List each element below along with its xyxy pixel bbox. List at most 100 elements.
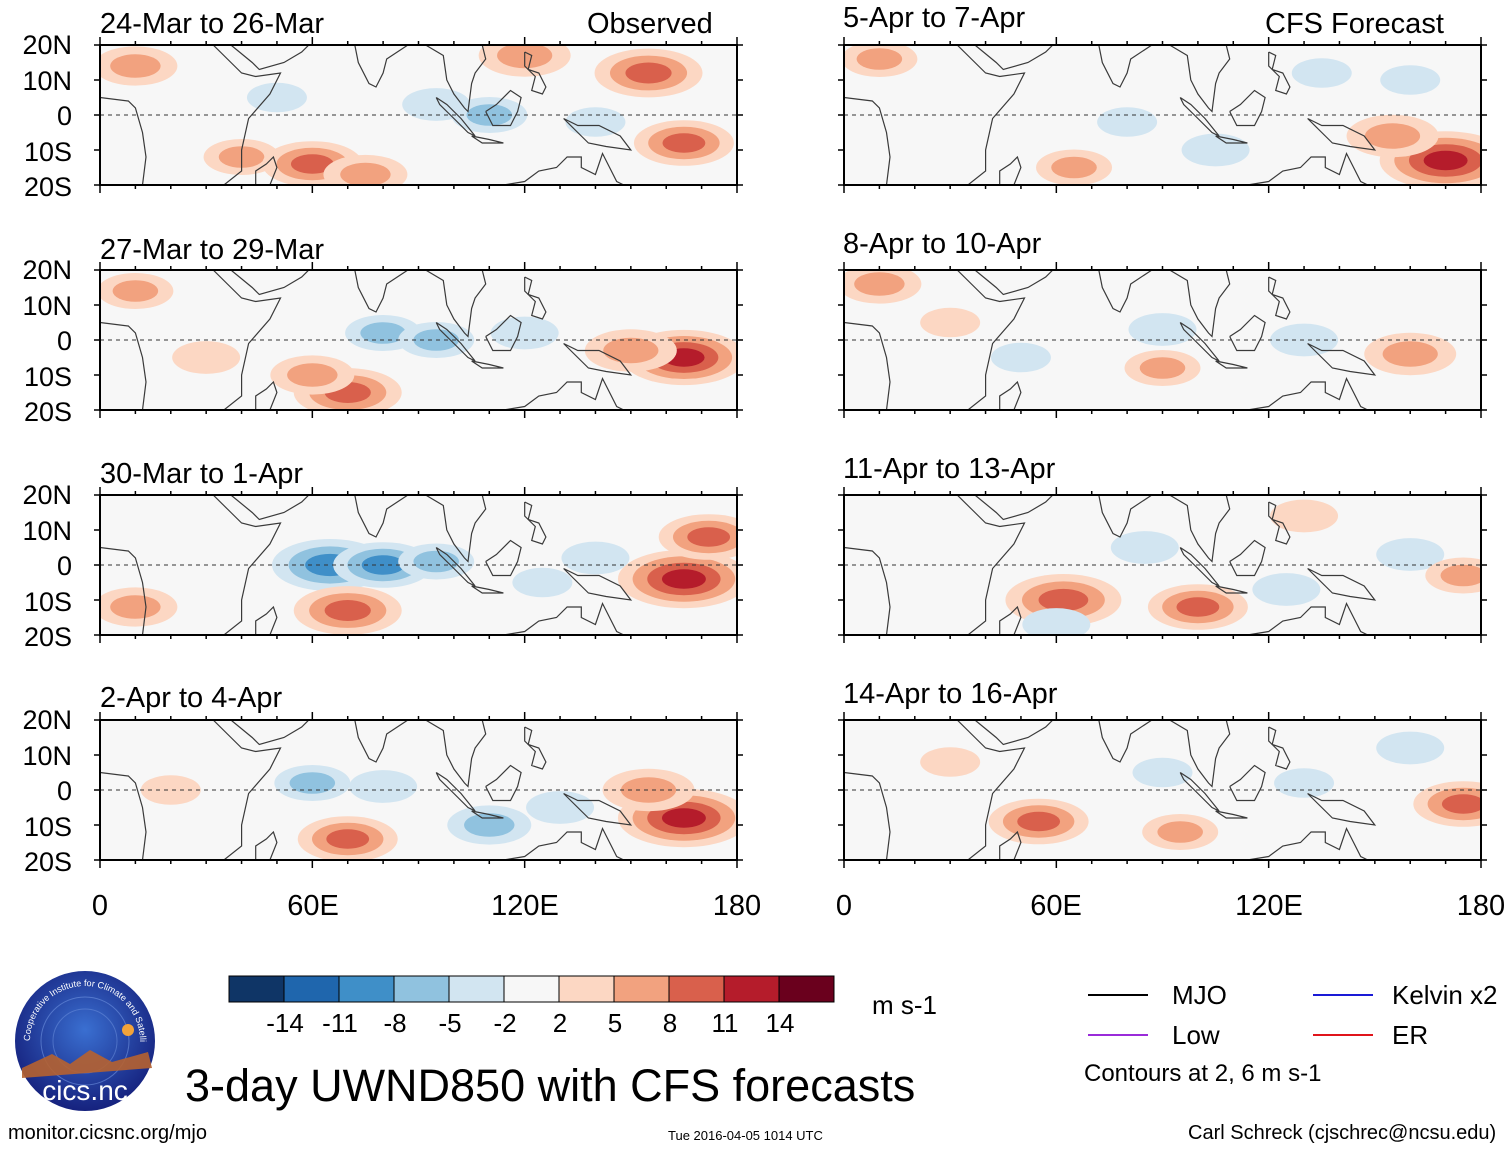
- coastline: [563, 567, 633, 601]
- coastline: [1084, 45, 1153, 88]
- panel-title: 2-Apr to 4-Apr: [100, 682, 283, 714]
- coastline: [1215, 585, 1248, 594]
- anomaly-shade: [856, 48, 903, 70]
- coastline: [435, 96, 476, 137]
- coastline: [255, 605, 278, 635]
- anomaly-shade: [172, 341, 241, 374]
- anomaly-shade: [1051, 156, 1097, 179]
- lat-label: 20N: [22, 705, 72, 735]
- panel-title: 24-Mar to 26-Mar: [100, 8, 325, 40]
- anomaly-shade: [526, 791, 595, 824]
- anomaly-shade: [112, 280, 159, 302]
- map-panel: [844, 720, 1481, 860]
- coastline: [844, 96, 891, 185]
- lat-label: 20N: [22, 480, 72, 510]
- anomaly-shade: [1022, 608, 1091, 635]
- map-panel: [100, 270, 737, 410]
- lon-label: 0: [91, 890, 109, 922]
- footer-author: Carl Schreck (cjschrec@ncsu.edu): [1188, 1122, 1497, 1144]
- coastline: [425, 45, 487, 113]
- colorbar-swatch: [723, 975, 780, 1003]
- colorbar-tick: -5: [438, 1008, 462, 1038]
- colorbar-swatch: [558, 975, 615, 1003]
- coastline: [524, 51, 547, 95]
- lat-label: 20S: [23, 397, 72, 427]
- anomaly-shade: [1382, 341, 1438, 367]
- anomaly-shade: [661, 569, 706, 589]
- coastline: [471, 135, 504, 144]
- legend-label-kelvin: Kelvin x2: [1392, 980, 1498, 1010]
- coastline: [503, 376, 625, 410]
- coastline: [1229, 89, 1266, 127]
- anomaly-shade: [1097, 107, 1158, 137]
- map-panel: [844, 495, 1481, 635]
- legend-label-mjo: MJO: [1172, 980, 1227, 1010]
- anomaly-shade: [464, 813, 515, 837]
- coastline: [100, 45, 282, 185]
- coastline: [1215, 360, 1248, 369]
- panel-title: 5-Apr to 7-Apr: [843, 2, 1026, 34]
- coastline: [1169, 720, 1231, 788]
- coastline: [435, 321, 476, 362]
- coastline: [999, 830, 1022, 860]
- anomaly-shade: [920, 307, 981, 338]
- coastline: [1215, 135, 1248, 144]
- coastline: [1268, 276, 1291, 320]
- lon-label: 60E: [1030, 890, 1082, 922]
- map-panel: [100, 720, 737, 860]
- lon-label: 60E: [287, 890, 339, 922]
- anomaly-shade: [326, 829, 370, 849]
- coastline: [844, 771, 891, 860]
- anomaly-shade: [110, 595, 161, 619]
- anomaly-shade: [1157, 821, 1203, 843]
- colorbar-swatch: [448, 975, 505, 1003]
- anomaly-shade: [512, 567, 573, 598]
- coastline: [1229, 314, 1266, 352]
- anomaly-shade: [662, 133, 706, 153]
- coastline: [435, 546, 476, 587]
- lat-label: 0: [56, 101, 72, 131]
- anomaly-shade: [1017, 811, 1061, 832]
- panel-title: 14-Apr to 16-Apr: [843, 678, 1058, 710]
- lat-label: 20S: [23, 847, 72, 877]
- coastline: [1084, 720, 1153, 763]
- lat-label: 20S: [23, 622, 72, 652]
- lon-label: 120E: [491, 890, 559, 922]
- coastline: [1247, 826, 1369, 860]
- coastline: [485, 89, 522, 127]
- anomaly-shade: [1376, 538, 1445, 571]
- coastline: [1268, 51, 1291, 95]
- anomaly-shade: [1274, 768, 1335, 798]
- lat-label: 10N: [22, 66, 72, 96]
- lat-label: 10S: [23, 812, 72, 842]
- lon-label: 120E: [1235, 890, 1303, 922]
- colorbar-tick: 11: [711, 1008, 739, 1038]
- panel-title: 8-Apr to 10-Apr: [843, 228, 1042, 260]
- anomaly-shade: [490, 316, 559, 350]
- coastline: [255, 155, 278, 185]
- anomaly-shade: [620, 777, 677, 803]
- anomaly-shade: [1380, 65, 1441, 95]
- coastline: [1268, 501, 1291, 545]
- legend-line-mjo: [1088, 994, 1148, 996]
- coastline: [524, 501, 547, 545]
- colorbar-tick: 14: [765, 1008, 795, 1038]
- coastline: [340, 45, 409, 88]
- coastline: [844, 495, 1026, 635]
- lat-label: 10N: [22, 741, 72, 771]
- coastline: [503, 151, 625, 185]
- anomaly-shade: [1376, 731, 1445, 765]
- anomaly-shade: [413, 550, 459, 573]
- coastline: [1179, 771, 1220, 812]
- anomaly-shade: [324, 600, 371, 621]
- map-panels: [94, 37, 1487, 868]
- anomaly-shade: [1132, 757, 1193, 788]
- coastline: [425, 720, 487, 788]
- colorbar: [228, 975, 835, 1003]
- lon-label: 180: [712, 890, 762, 922]
- footer-url[interactable]: monitor.cicsnc.org/mjo: [8, 1122, 207, 1144]
- coastline: [1084, 495, 1153, 538]
- map-panel: [844, 45, 1481, 185]
- anomaly-shade: [1270, 499, 1339, 533]
- contour-note: Contours at 2, 6 m s-1: [1084, 1060, 1322, 1087]
